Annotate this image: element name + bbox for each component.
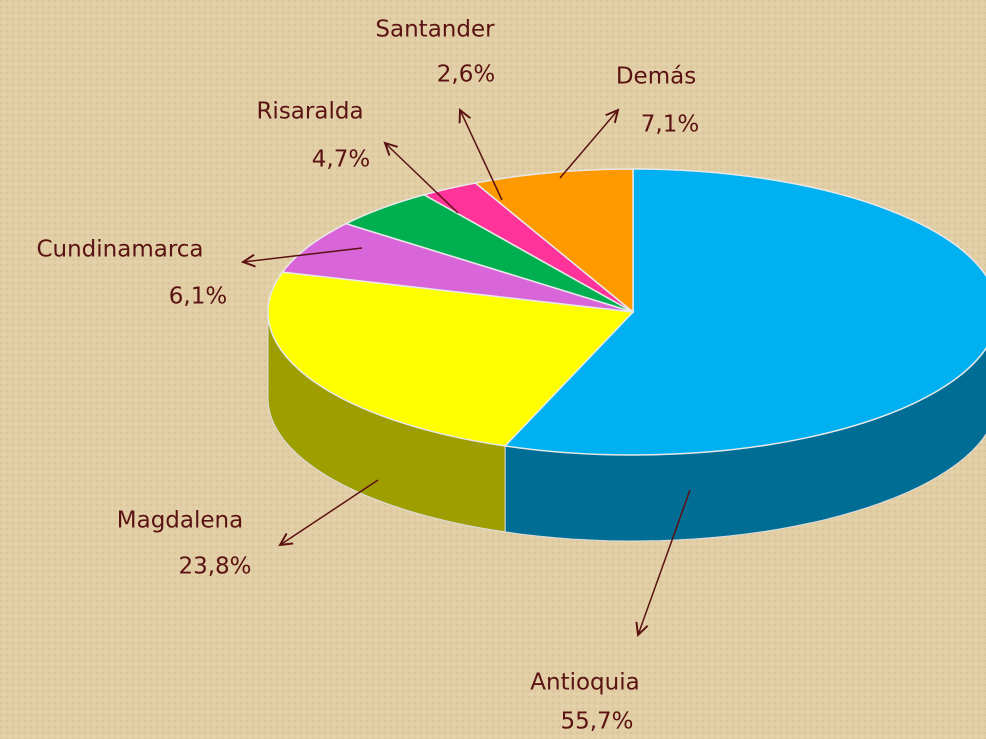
slice-label: Demás xyxy=(616,64,696,90)
pie-tops xyxy=(268,169,986,455)
slice-label: Risaralda xyxy=(256,99,363,125)
slice-value-label: 2,6% xyxy=(437,62,495,88)
slice-label: Cundinamarca xyxy=(36,237,203,263)
slice-label: Magdalena xyxy=(117,508,243,534)
slice-value-label: 23,8% xyxy=(178,554,251,580)
slice-value-label: 6,1% xyxy=(169,284,227,310)
slice-label: Santander xyxy=(375,17,495,43)
slice-value-label: 55,7% xyxy=(560,709,633,735)
slice-value-label: 7,1% xyxy=(641,112,699,138)
slice-label: Antioquia xyxy=(530,670,639,696)
chart: Antioquia 55,7% Magdalena 23,8% Cundinamarca… xyxy=(0,0,986,739)
slice-value-label: 4,7% xyxy=(312,147,370,173)
page: {"chart_data": {"type": "pie", "categori… xyxy=(0,0,986,739)
